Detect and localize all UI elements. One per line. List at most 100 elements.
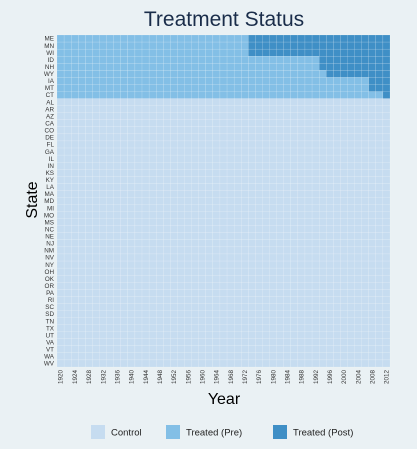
heatmap-cell-MO-1930 xyxy=(92,211,100,219)
heatmap-cell-OR-1998 xyxy=(333,282,341,290)
heatmap-cell-KY-1930 xyxy=(92,176,100,184)
heatmap-cell-VT-1986 xyxy=(290,345,299,354)
heatmap-cell-GA-1988 xyxy=(297,147,306,156)
heatmap-cell-IL-1926 xyxy=(78,154,86,163)
heatmap-cell-PA-2010 xyxy=(375,289,384,297)
heatmap-cell-AZ-1940 xyxy=(127,112,136,120)
heatmap-cell-MN-2004 xyxy=(354,41,362,50)
heatmap-cell-MN-1940 xyxy=(127,41,136,50)
heatmap-cell-NE-2010 xyxy=(375,232,384,241)
heatmap-cell-NY-2012 xyxy=(382,260,391,269)
heatmap-cell-CO-1970 xyxy=(233,126,242,135)
heatmap-cell-IN-1952 xyxy=(170,161,178,170)
heatmap-cell-GA-1986 xyxy=(290,147,299,156)
heatmap-cell-GA-2002 xyxy=(347,147,355,156)
heatmap-cell-OR-1950 xyxy=(163,282,171,290)
heatmap-cell-IA-1922 xyxy=(63,77,72,85)
heatmap-cell-OK-1966 xyxy=(219,275,228,283)
heatmap-cell-AL-2008 xyxy=(368,98,376,106)
heatmap-cell-KS-1926 xyxy=(78,169,86,177)
heatmap-cell-UT-1988 xyxy=(297,331,306,339)
heatmap-cell-GA-1928 xyxy=(85,147,93,156)
heatmap-cell-RI-1992 xyxy=(311,296,320,304)
heatmap-cell-CT-1946 xyxy=(148,91,157,99)
heatmap-cell-AZ-1994 xyxy=(318,112,327,120)
heatmap-cell-RI-1988 xyxy=(297,296,306,304)
heatmap-cell-MO-1938 xyxy=(120,211,129,219)
heatmap-cell-OK-1968 xyxy=(226,275,235,283)
y-tick-label-KY: KY xyxy=(46,177,55,184)
heatmap-cell-GA-1946 xyxy=(148,147,157,156)
heatmap-cell-AR-1948 xyxy=(156,105,164,113)
heatmap-cell-OK-1962 xyxy=(205,275,214,283)
heatmap-cell-NH-1946 xyxy=(148,63,157,71)
heatmap-cell-MO-1936 xyxy=(113,211,121,219)
heatmap-cell-AR-1928 xyxy=(85,105,93,113)
x-tick-label-1984: 1984 xyxy=(284,370,291,385)
heatmap-cell-OH-1958 xyxy=(191,267,199,276)
heatmap-cell-WV-1968 xyxy=(226,359,235,368)
heatmap-cell-MI-1994 xyxy=(318,204,327,212)
heatmap-cell-VA-1956 xyxy=(184,338,192,346)
heatmap-cell-WV-2004 xyxy=(354,359,362,368)
heatmap-cell-ID-2000 xyxy=(340,56,348,64)
y-tick-label-AR: AR xyxy=(45,106,54,113)
heatmap-cell-CA-1944 xyxy=(141,119,150,127)
heatmap-cell-IL-1984 xyxy=(283,154,291,163)
heatmap-cell-TN-1994 xyxy=(318,317,327,325)
heatmap-cell-WY-1948 xyxy=(156,70,164,78)
heatmap-cell-DE-1976 xyxy=(255,133,263,142)
heatmap-cell-IA-1956 xyxy=(184,77,192,85)
heatmap-cell-KS-1986 xyxy=(290,169,299,177)
heatmap-cell-SD-1938 xyxy=(120,310,129,318)
heatmap-cell-NE-1928 xyxy=(85,232,93,241)
heatmap-cell-NM-1934 xyxy=(106,246,114,255)
heatmap-cell-PA-1920 xyxy=(56,289,65,297)
heatmap-cell-MT-1942 xyxy=(134,84,143,92)
heatmap-cell-LA-1980 xyxy=(269,183,277,191)
heatmap-cell-NM-2008 xyxy=(368,246,376,255)
heatmap-cell-RI-1986 xyxy=(290,296,299,304)
heatmap-cell-WA-2006 xyxy=(361,352,369,361)
heatmap-cell-VT-2010 xyxy=(375,345,384,354)
heatmap-cell-LA-1964 xyxy=(212,183,221,191)
heatmap-cell-VT-1964 xyxy=(212,345,221,354)
heatmap-cell-TN-2012 xyxy=(382,317,391,325)
heatmap-cell-MA-1946 xyxy=(148,190,157,198)
heatmap-cell-IN-2008 xyxy=(368,161,376,170)
heatmap-cell-ID-1920 xyxy=(56,56,65,64)
heatmap-cell-WA-2002 xyxy=(347,352,355,361)
heatmap-cell-IA-1964 xyxy=(212,77,221,85)
heatmap-cell-CT-1990 xyxy=(304,91,313,99)
y-tick-label-NM: NM xyxy=(44,248,54,255)
heatmap-cell-TN-1968 xyxy=(226,317,235,325)
heatmap-cell-VT-1934 xyxy=(106,345,114,354)
heatmap-cell-WA-1968 xyxy=(226,352,235,361)
heatmap-cell-VT-2000 xyxy=(340,345,348,354)
heatmap-cell-IN-1998 xyxy=(333,161,341,170)
heatmap-cell-TX-2010 xyxy=(375,324,384,332)
heatmap-cell-FL-1948 xyxy=(156,140,164,149)
heatmap-cell-NM-2004 xyxy=(354,246,362,255)
heatmap-cell-GA-1924 xyxy=(71,147,79,156)
heatmap-cell-WY-1992 xyxy=(311,70,320,78)
heatmap-cell-WY-2004 xyxy=(354,70,362,78)
heatmap-cell-VT-1932 xyxy=(99,345,107,354)
heatmap-cell-SC-1926 xyxy=(78,303,86,311)
heatmap-cell-MN-1952 xyxy=(170,41,178,50)
heatmap-cell-ME-2010 xyxy=(375,34,384,43)
heatmap-cell-MS-1924 xyxy=(71,218,79,226)
heatmap-cell-TN-1926 xyxy=(78,317,86,325)
legend-swatch-1 xyxy=(166,425,180,439)
heatmap-cell-OK-1924 xyxy=(71,275,79,283)
heatmap-cell-ME-1936 xyxy=(113,34,121,43)
heatmap-cell-NM-1948 xyxy=(156,246,164,255)
heatmap-cell-OR-2000 xyxy=(340,282,348,290)
legend: Control Treated (Pre) Treated (Post) xyxy=(91,425,353,439)
heatmap-cell-DE-1946 xyxy=(148,133,157,142)
heatmap-cell-NE-1944 xyxy=(141,232,150,241)
heatmap-cell-WV-2008 xyxy=(368,359,376,368)
heatmap-cell-SD-2006 xyxy=(361,310,369,318)
heatmap-cell-MS-1986 xyxy=(290,218,299,226)
heatmap-cell-VT-1950 xyxy=(163,345,171,354)
